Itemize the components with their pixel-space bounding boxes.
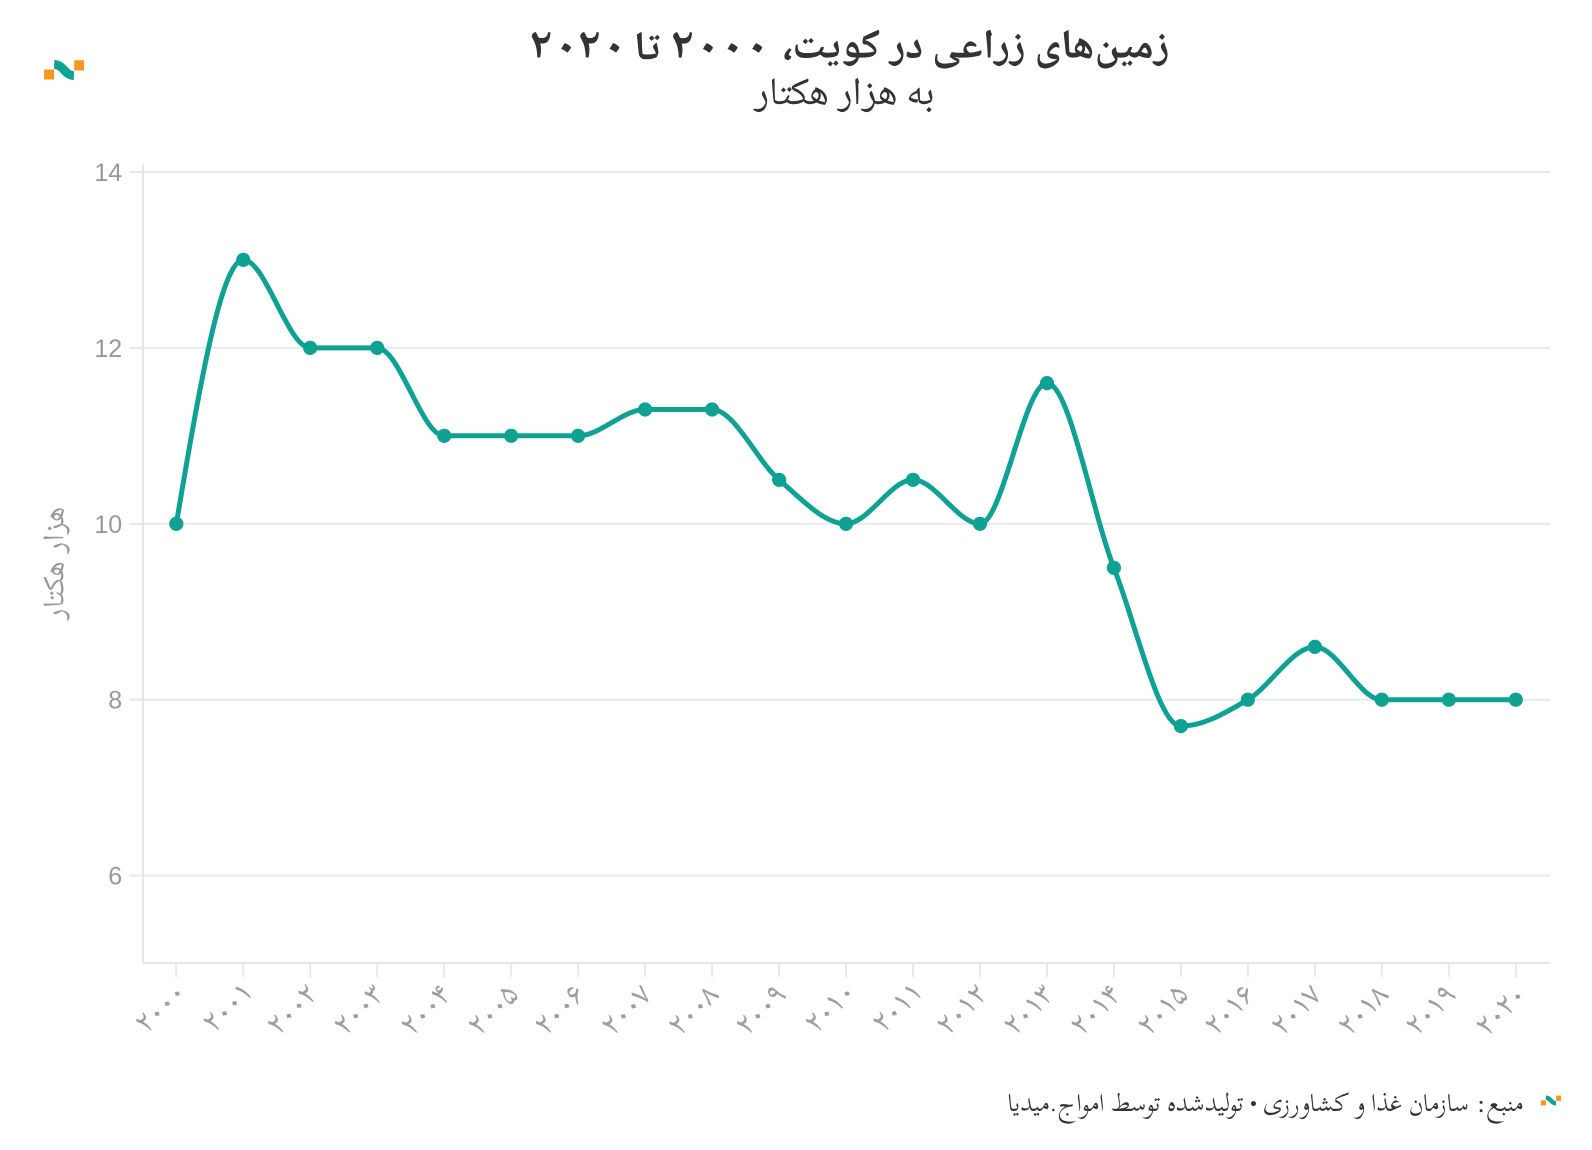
- svg-text:12: 12: [94, 335, 122, 363]
- svg-text:8: 8: [108, 687, 122, 715]
- svg-text:14: 14: [94, 159, 122, 187]
- svg-text:6: 6: [108, 863, 122, 891]
- svg-text:10: 10: [94, 511, 122, 539]
